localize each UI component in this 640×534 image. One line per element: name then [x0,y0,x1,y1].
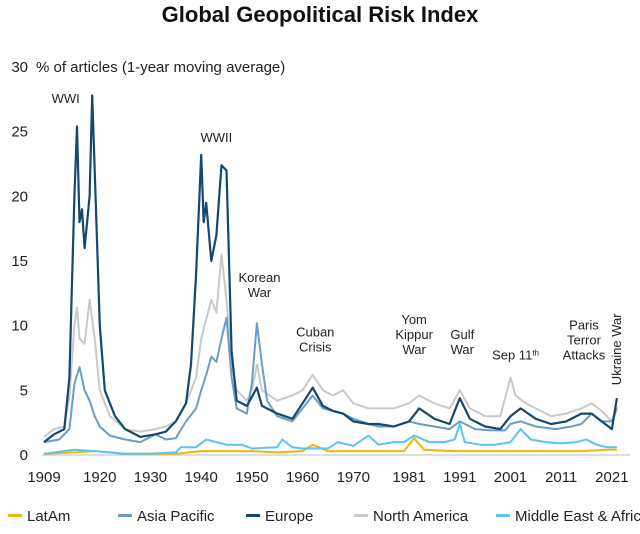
event-annotations: WWIWWIIKoreanWarCubanCrisisYomKippurWarG… [52,91,624,385]
annotation-label: Paris [569,317,599,332]
legend-swatch [8,513,22,517]
legend-item: LatAm [8,508,70,525]
x-tick-label: 2011 [545,469,577,486]
annotation-label: Yom [401,312,427,327]
chart-legend: LatAm Asia Pacific Europe North America Midd… [0,508,640,530]
annotation-label: Gulf [450,327,474,342]
x-tick-label: 2001 [494,469,527,486]
x-axis-ticks: 1909 1920 1930 1940 1950 1960 1970 1981 1991 2001… [27,469,628,486]
legend-label: LatAm [27,508,71,525]
x-tick-label: 1991 [443,469,476,486]
legend-swatch [118,513,132,517]
chart-title: Global Geopolitical Risk Index [161,2,479,27]
annotation-label: Terror [567,332,602,347]
legend-swatch [496,513,510,517]
legend-item: Asia Pacific [118,508,215,525]
annotation-label: War [248,285,272,300]
x-tick-label: 1981 [392,469,425,486]
y-tick-label: 20 [11,188,28,205]
y-tick-label: 10 [11,318,28,335]
series-line-north-america [43,253,618,438]
legend-label: North America [373,508,469,525]
annotation-label: War [402,342,426,357]
annotation-label: Attacks [563,347,606,362]
legend-item: North America [354,508,468,525]
y-tick-label: 0 [20,447,28,464]
x-tick-label: 1909 [27,469,60,486]
legend-label: Europe [265,508,314,525]
legend-swatch [246,513,260,517]
legend-item: Europe [246,508,313,525]
annotation-label: WWII [201,130,233,145]
x-tick-label: 1950 [235,469,268,486]
y-tick-label: 25 [11,124,28,141]
legend-swatch [354,513,368,517]
legend-item: Middle East & Africa [496,508,640,525]
annotation-label: Kippur [395,327,433,342]
y-tick-label: 30 [11,59,28,76]
annotation-label: War [451,342,475,357]
series-line-latam [43,437,617,455]
x-tick-label: 1960 [286,469,319,486]
x-tick-label: 1920 [83,469,116,486]
series-line-middle-east-africa [43,423,617,455]
series-line-europe [43,94,618,443]
series-line-asia-pacific [43,316,618,444]
annotation-label: Cuban [296,325,334,340]
annotation-label: Korean [239,270,281,285]
annotation-label: Sep 11th [492,347,539,362]
x-tick-label: 1930 [134,469,167,486]
x-tick-label: 1940 [184,469,217,486]
x-tick-label: 2021 [595,469,628,486]
y-tick-label: 5 [20,382,28,399]
x-tick-label: 1970 [337,469,370,486]
legend-label: Middle East & Africa [515,508,640,525]
y-axis-label: % of articles (1-year moving average) [36,59,285,76]
geopolitical-risk-line-chart: 0 5 10 15 20 25 30 1909 1920 1930 1940 1950 1960 197… [11,59,630,486]
annotation-label: Ukraine War [609,313,624,385]
y-tick-label: 15 [11,253,28,270]
annotation-label: Crisis [299,340,332,355]
y-axis-ticks: 0 5 10 15 20 25 30 [11,59,28,464]
series-lines [43,94,618,455]
legend-label: Asia Pacific [137,508,215,525]
annotation-label: WWI [52,91,80,106]
